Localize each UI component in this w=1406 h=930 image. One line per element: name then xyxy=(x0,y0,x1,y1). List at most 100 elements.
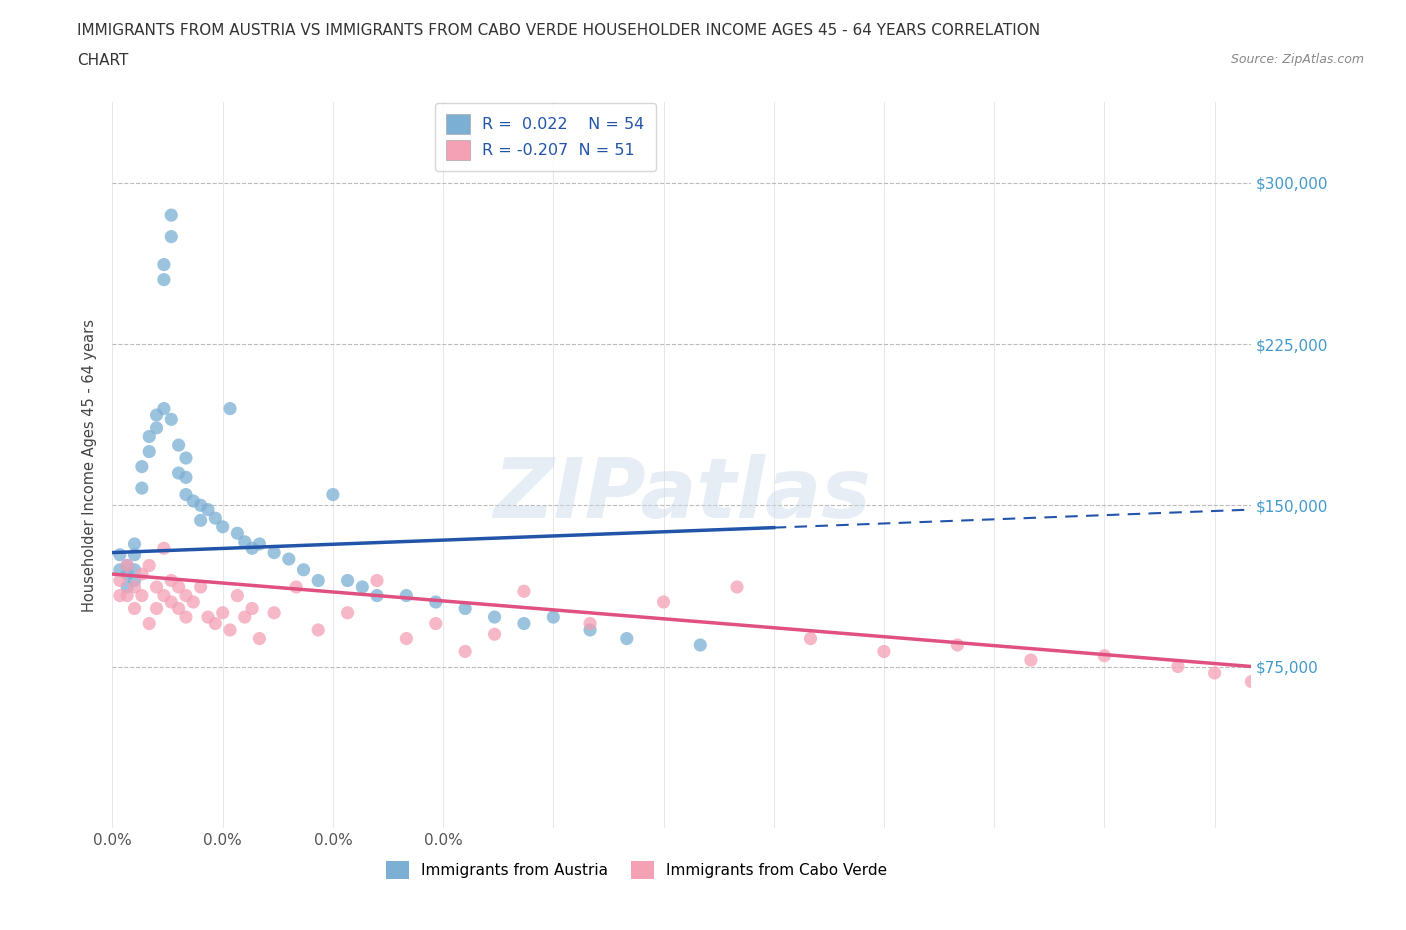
Point xyxy=(131,481,153,496)
Point xyxy=(197,610,219,625)
Point xyxy=(322,487,344,502)
Point xyxy=(1092,648,1115,663)
Point xyxy=(108,588,131,603)
Point xyxy=(219,401,242,416)
Text: CHART: CHART xyxy=(77,53,129,68)
Point xyxy=(131,566,153,581)
Point xyxy=(153,257,176,272)
Point xyxy=(124,579,146,594)
Point xyxy=(124,547,146,562)
Point xyxy=(263,605,285,620)
Point xyxy=(543,610,565,625)
Point xyxy=(292,563,315,578)
Point xyxy=(689,638,711,653)
Point xyxy=(454,601,477,616)
Point xyxy=(108,573,131,588)
Point xyxy=(145,601,167,616)
Point xyxy=(181,494,204,509)
Point xyxy=(513,616,536,631)
Point xyxy=(145,420,167,435)
Point xyxy=(240,601,263,616)
Point xyxy=(174,610,197,625)
Point xyxy=(226,525,249,540)
Point xyxy=(1019,653,1042,668)
Point xyxy=(233,535,256,550)
Point xyxy=(1167,659,1189,674)
Point xyxy=(115,558,138,573)
Point xyxy=(167,438,190,453)
Point xyxy=(145,579,167,594)
Point xyxy=(1204,666,1226,681)
Point xyxy=(946,638,969,653)
Point xyxy=(167,579,190,594)
Point xyxy=(395,588,418,603)
Point xyxy=(1240,674,1263,689)
Point xyxy=(124,563,146,578)
Point xyxy=(153,272,176,287)
Point xyxy=(174,470,197,485)
Point xyxy=(108,563,131,578)
Point xyxy=(174,588,197,603)
Point xyxy=(395,631,418,646)
Point xyxy=(425,616,447,631)
Point xyxy=(211,605,233,620)
Point xyxy=(190,579,212,594)
Point xyxy=(226,588,249,603)
Point xyxy=(138,616,160,631)
Point xyxy=(233,610,256,625)
Point xyxy=(145,407,167,422)
Point xyxy=(108,547,131,562)
Point xyxy=(336,573,359,588)
Point xyxy=(352,579,374,594)
Text: Source: ZipAtlas.com: Source: ZipAtlas.com xyxy=(1230,53,1364,66)
Point xyxy=(249,537,271,551)
Point xyxy=(160,412,183,427)
Point xyxy=(219,622,242,637)
Point xyxy=(160,594,183,609)
Point xyxy=(873,644,896,658)
Point xyxy=(160,207,183,222)
Point xyxy=(307,573,329,588)
Point xyxy=(124,537,146,551)
Point xyxy=(153,541,176,556)
Point xyxy=(138,558,160,573)
Point xyxy=(124,601,146,616)
Point xyxy=(579,616,602,631)
Point xyxy=(181,594,204,609)
Point xyxy=(190,513,212,528)
Point xyxy=(484,610,506,625)
Point xyxy=(484,627,506,642)
Point xyxy=(513,584,536,599)
Point xyxy=(115,588,138,603)
Point xyxy=(725,579,748,594)
Point xyxy=(204,616,226,631)
Point xyxy=(153,588,176,603)
Point xyxy=(799,631,821,646)
Point xyxy=(115,579,138,594)
Point xyxy=(197,502,219,517)
Point xyxy=(285,579,308,594)
Point xyxy=(211,519,233,534)
Point xyxy=(366,573,388,588)
Point xyxy=(425,594,447,609)
Point xyxy=(174,450,197,465)
Point xyxy=(579,622,602,637)
Point xyxy=(115,566,138,581)
Point xyxy=(115,558,138,573)
Point xyxy=(174,487,197,502)
Point xyxy=(131,459,153,474)
Point xyxy=(454,644,477,658)
Point xyxy=(131,588,153,603)
Point xyxy=(138,429,160,444)
Point xyxy=(124,573,146,588)
Point xyxy=(336,605,359,620)
Point xyxy=(240,541,263,556)
Legend: Immigrants from Austria, Immigrants from Cabo Verde: Immigrants from Austria, Immigrants from… xyxy=(380,855,893,885)
Point xyxy=(160,573,183,588)
Y-axis label: Householder Income Ages 45 - 64 years: Householder Income Ages 45 - 64 years xyxy=(82,318,97,612)
Point xyxy=(204,511,226,525)
Text: IMMIGRANTS FROM AUSTRIA VS IMMIGRANTS FROM CABO VERDE HOUSEHOLDER INCOME AGES 45: IMMIGRANTS FROM AUSTRIA VS IMMIGRANTS FR… xyxy=(77,23,1040,38)
Point xyxy=(160,229,183,244)
Point xyxy=(277,551,299,566)
Point xyxy=(167,466,190,481)
